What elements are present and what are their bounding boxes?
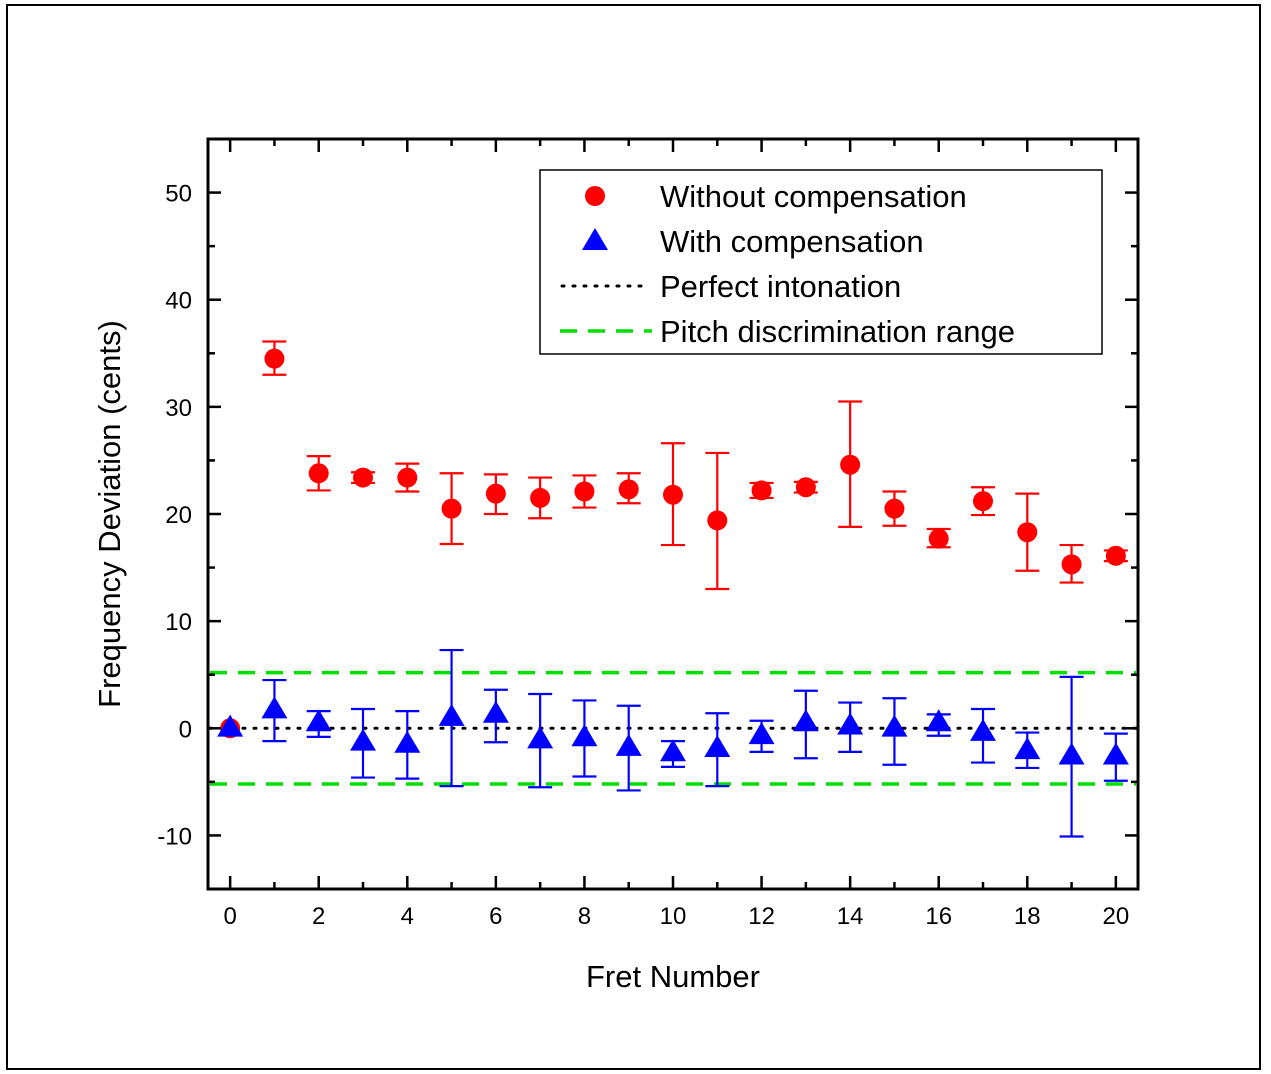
y-tick-label: 50 (165, 181, 192, 208)
y-tick-label: 30 (165, 395, 192, 422)
legend-box (539, 169, 1103, 355)
data-point-triangle (217, 714, 244, 737)
x-tick-label: 2 (312, 903, 325, 930)
legend-label: Perfect intonation (660, 269, 901, 304)
data-point-triangle (925, 709, 952, 732)
x-tick-label: 14 (837, 903, 864, 930)
data-point-circle (530, 487, 551, 508)
data-point-circle (618, 479, 639, 500)
x-tick-label: 8 (578, 903, 591, 930)
data-point-triangle (970, 718, 996, 741)
legend: Without compensation With compensation Per… (539, 169, 1103, 355)
data-point-circle (264, 348, 285, 369)
data-point-triangle (704, 735, 731, 758)
x-tick-label: 20 (1103, 903, 1130, 930)
legend-circle-marker (585, 186, 605, 206)
data-point-triangle (350, 728, 376, 751)
x-tick-label: 4 (401, 903, 414, 930)
data-point-triangle (261, 696, 288, 719)
x-tick-label: 16 (925, 903, 952, 930)
data-point-triangle (1058, 742, 1085, 765)
data-point-triangle (1014, 737, 1041, 760)
data-point-triangle (394, 730, 421, 753)
data-point-triangle (438, 703, 465, 726)
y-tick-label: 20 (165, 502, 192, 529)
data-point-circle (928, 528, 949, 549)
data-point-triangle (571, 724, 598, 747)
data-point-triangle (837, 712, 864, 735)
legend-label: Without compensation (660, 179, 967, 214)
data-point-circle (1017, 522, 1038, 543)
data-point-circle (1061, 554, 1082, 575)
data-point-circle (795, 477, 816, 498)
x-tick-label: 0 (223, 903, 236, 930)
y-axis-title: Frequency Deviation (cents) (92, 320, 127, 708)
data-point-circle (751, 480, 772, 501)
data-point-triangle (527, 726, 554, 749)
legend-triangle-marker (582, 228, 608, 250)
x-tick-label: 10 (660, 903, 687, 930)
data-point-triangle (792, 709, 819, 732)
y-tick-label: -10 (157, 823, 192, 850)
data-point-triangle (748, 722, 775, 745)
data-point-circle (441, 498, 462, 519)
legend-label: Pitch discrimination range (660, 314, 1015, 349)
scatter-chart: 0 2 4 6 8 10 12 14 16 18 20 -10 0 10 20 30 40 50 Fret Num… (92, 137, 1140, 994)
data-point-circle (353, 467, 373, 488)
x-tick-label: 18 (1014, 903, 1041, 930)
data-point-triangle (305, 709, 332, 732)
y-tick-label: 0 (179, 716, 192, 743)
data-point-triangle (615, 733, 642, 756)
data-point-circle (397, 467, 418, 488)
x-axis-title: Fret Number (586, 959, 760, 994)
y-tick-label: 40 (165, 288, 192, 315)
data-point-circle (1105, 545, 1126, 566)
legend-label: With compensation (660, 224, 924, 259)
data-point-triangle (881, 714, 908, 737)
data-point-circle (574, 481, 595, 502)
data-point-circle (840, 454, 861, 475)
data-point-circle (973, 491, 993, 512)
data-point-circle (884, 498, 905, 519)
data-point-circle (707, 510, 728, 531)
x-tick-label: 12 (748, 903, 775, 930)
data-point-triangle (1102, 742, 1129, 765)
data-point-circle (663, 484, 683, 505)
figure-frame: 0 2 4 6 8 10 12 14 16 18 20 -10 0 10 20 30 40 50 Fret Num… (6, 4, 1261, 1070)
data-point-triangle (482, 700, 509, 723)
x-tick-label: 6 (489, 903, 502, 930)
y-tick-label: 10 (165, 609, 192, 636)
data-point-triangle (660, 739, 686, 762)
data-point-circle (485, 483, 506, 504)
data-point-circle (308, 463, 329, 484)
